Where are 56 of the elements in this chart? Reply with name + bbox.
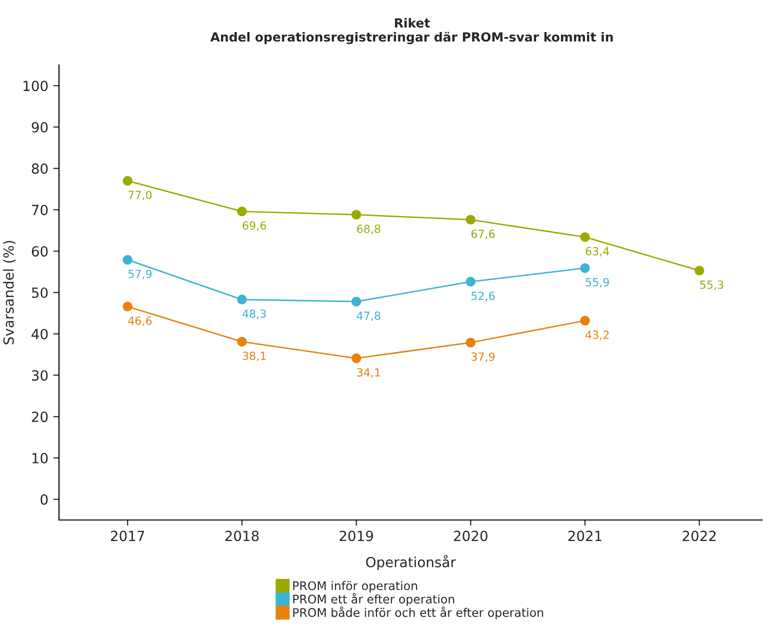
x-tick-label: 2017 [110,530,144,542]
data-label: 77,0 [128,190,152,200]
y-tick-label: 40 [32,328,48,340]
y-tick-label: 50 [32,287,48,298]
y-tick-label: 10 [32,452,48,464]
point [351,353,362,364]
legend-label: PROM ett år efter operation [293,593,454,606]
data-label: 43,2 [586,330,609,340]
y-tick-label: 100 [24,80,48,92]
y-tick-label: 60 [32,246,48,257]
x-tick-label: 2020 [454,530,488,542]
x-tick-label: 2022 [682,530,716,542]
data-label: 48,3 [242,309,266,319]
point [237,294,247,304]
data-label: 47,8 [356,312,380,322]
y-tick-label: 30 [32,370,48,381]
chart-title: Riket [394,18,430,28]
point [466,276,476,287]
data-label: 46,6 [128,316,152,326]
chart-subtitle: Andel operationsregistreringar där PROM-svar kommit in [210,32,613,44]
point [580,232,590,242]
point [580,316,590,326]
data-label: 52,6 [472,292,495,302]
data-label: 38,1 [242,352,266,362]
data-label: 34,1 [357,368,380,378]
data-label: 55,3 [700,280,724,290]
point [351,210,362,220]
point [466,214,476,225]
data-label: 69,6 [242,221,266,231]
legend-label: PROM inför operation [293,581,418,592]
data-label: 63,4 [586,246,610,257]
point [237,206,247,216]
x-tick-label: 2021 [568,530,602,542]
y-tick-label: 80 [32,163,48,174]
y-tick-label: 20 [32,412,48,422]
point [122,302,132,312]
point [580,263,590,273]
point [122,254,132,265]
point [466,338,476,348]
data-label: 67,6 [471,230,495,240]
point [351,296,362,306]
y-tick-label: 0 [40,494,48,505]
data-label: 37,9 [472,352,495,362]
x-tick-label: 2019 [340,530,373,542]
point [122,176,132,186]
x-tick-label: 2018 [225,530,259,542]
data-label: 57,9 [128,270,152,280]
y-tick-label: 70 [32,204,48,216]
legend-label: PROM både inför och ett år efter operation [293,606,544,620]
data-label: 68,8 [357,224,380,234]
point [237,336,247,347]
data-label: 55,9 [586,278,609,288]
y-axis-title: Svarsandel (%) [3,240,16,344]
x-axis-title: Operationsår [366,554,456,570]
y-tick-label: 90 [32,122,48,133]
point [694,266,704,276]
